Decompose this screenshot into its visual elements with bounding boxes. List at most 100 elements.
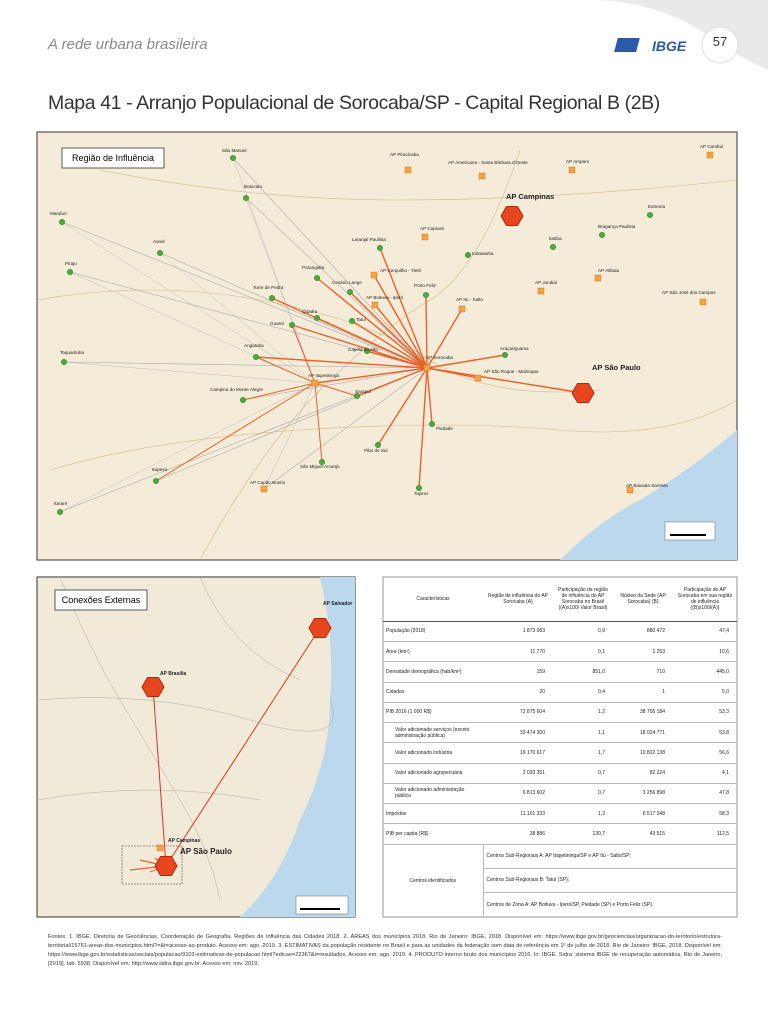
ap-marker: [699, 298, 707, 306]
connection: [59, 382, 316, 513]
ap-marker: [568, 166, 576, 174]
value-cell: 1,7: [553, 742, 613, 764]
city-marker: [416, 485, 423, 492]
city-marker: [314, 315, 321, 322]
place-label: Piraju: [65, 261, 77, 266]
connection-main: [316, 317, 428, 369]
page-number: 57: [712, 34, 728, 49]
value-cell: 58,3: [673, 803, 737, 824]
value-cell: 38 705 184: [613, 701, 673, 723]
connection-main: [351, 320, 428, 369]
place-label: AP Sorocaba: [426, 355, 453, 360]
place-label: Tatuí: [356, 317, 367, 322]
table-row: PIB per capita (R$) 38 886 130,7 43 515 112,…: [383, 823, 737, 845]
table-body: População (2018) 1 873 083 0,9 880 472 47,4 Á…: [383, 620, 737, 917]
value-cell: 880 472: [613, 620, 673, 642]
place-label: AP Capivari: [420, 226, 444, 231]
place-label: AP Brasília: [160, 671, 187, 677]
ap-marker: [311, 379, 319, 387]
value-cell: 11 101 333: [483, 803, 553, 824]
place-label: Angatuba: [244, 343, 264, 348]
city-marker: [229, 154, 236, 161]
connection-main: [155, 382, 316, 482]
centers-row: Centros Sub-Regionais B: Tatuí (SP);: [383, 867, 737, 893]
ap-marker: [370, 271, 378, 279]
place-label: AP Amparo: [566, 159, 590, 164]
ap-marker: [156, 844, 164, 852]
place-label: São Miguel Arcanjo: [300, 464, 340, 469]
header-row: Características Região de influência do A…: [383, 577, 737, 622]
connection: [61, 221, 316, 384]
row-label: Valor adicionado serviços (exceto admini…: [383, 722, 483, 743]
place-label: AP Cerquilho - Tietê: [380, 268, 421, 273]
ap-marker: [458, 305, 466, 313]
connection-main: [425, 294, 428, 369]
table-row: PIB 2016 (1 000 R$) 72 875 604 1,2 38 705 1…: [383, 701, 737, 723]
map-title: Mapa 41 - Arranjo Populacional de Soroca…: [48, 92, 660, 114]
connection-main: [291, 324, 316, 384]
place-label: Avaré: [153, 239, 165, 244]
ap-marker: [478, 172, 486, 180]
value-cell: 2 020 351: [483, 762, 553, 784]
road: [49, 399, 738, 471]
city-marker: [647, 211, 654, 218]
table-row: População (2018) 1 873 083 0,9 880 472 47,4: [383, 620, 737, 642]
place-label: AP Piracicaba: [390, 152, 419, 157]
value-cell: 1,3: [553, 803, 613, 824]
border: [199, 576, 301, 681]
connection-main: [426, 367, 584, 394]
connection: [61, 221, 428, 369]
place-label: São Manuel: [222, 148, 247, 153]
connection: [155, 367, 428, 482]
connection: [159, 252, 428, 369]
place-label: AP Boituva - Iperó: [366, 295, 404, 300]
place-label: Tapiraí: [414, 491, 429, 496]
table-row: Impostos 11 101 333 1,3 6 517 348 58,3: [383, 803, 737, 824]
city-marker: [239, 397, 246, 404]
city-marker: [465, 251, 472, 258]
ap-marker: [404, 166, 412, 174]
connection-main: [418, 367, 428, 489]
value-cell: 159: [483, 661, 553, 683]
place-label: AP Americana - Santa Bárbara d'Oeste: [448, 160, 528, 165]
place-label: Indaiatuba: [472, 251, 494, 256]
table-row: Valor adicionado agropecuária 2 020 351 0,…: [383, 762, 737, 784]
value-cell: 47,8: [673, 782, 737, 804]
hub-marker: [571, 383, 595, 403]
place-label: Campina do Monte Alegre: [210, 387, 264, 392]
connection-main: [291, 324, 428, 369]
value-cell: 445,0: [673, 661, 737, 683]
city-marker: [429, 421, 436, 428]
value-cell: 10,6: [673, 641, 737, 662]
ap-marker: [423, 364, 431, 372]
place-label: Porto Feliz: [414, 283, 437, 288]
header-cell: Núcleo da Sede (AP Sorocaba) (B): [613, 577, 673, 622]
place-label: Guareí: [270, 321, 285, 326]
value-cell: 20: [483, 681, 553, 703]
value-cell: 0,7: [553, 782, 613, 804]
place-label: Cesário Lange: [332, 280, 362, 285]
connection-main: [255, 356, 428, 369]
connection-main: [373, 274, 428, 369]
row-label: PIB 2016 (1 000 R$): [383, 701, 483, 723]
city-marker: [57, 509, 64, 516]
place-label: AP Capão Bonito: [250, 480, 286, 485]
scale-bar: [670, 534, 706, 536]
header-cell: Região de influência do AP Sorocaba (A): [483, 577, 553, 622]
connection: [159, 252, 316, 384]
header-cell: Participação do AP Sorocaba em sua regiã…: [673, 577, 737, 622]
road: [36, 289, 601, 393]
value-cell: 0,4: [553, 681, 613, 703]
value-cell: 0,1: [553, 641, 613, 662]
ap-marker: [537, 287, 545, 295]
place-label: AP São Roque - Mairinque: [484, 369, 539, 374]
value-cell: 112,5: [673, 823, 737, 845]
connection-main: [374, 304, 428, 369]
city-marker: [599, 231, 606, 238]
corner-shape: [590, 0, 768, 70]
row-label: PIB per capita (R$): [383, 823, 483, 845]
table-head: Características Região de influência do A…: [383, 577, 737, 622]
city-marker: [314, 275, 321, 282]
value-cell: 10 822 138: [613, 742, 673, 764]
